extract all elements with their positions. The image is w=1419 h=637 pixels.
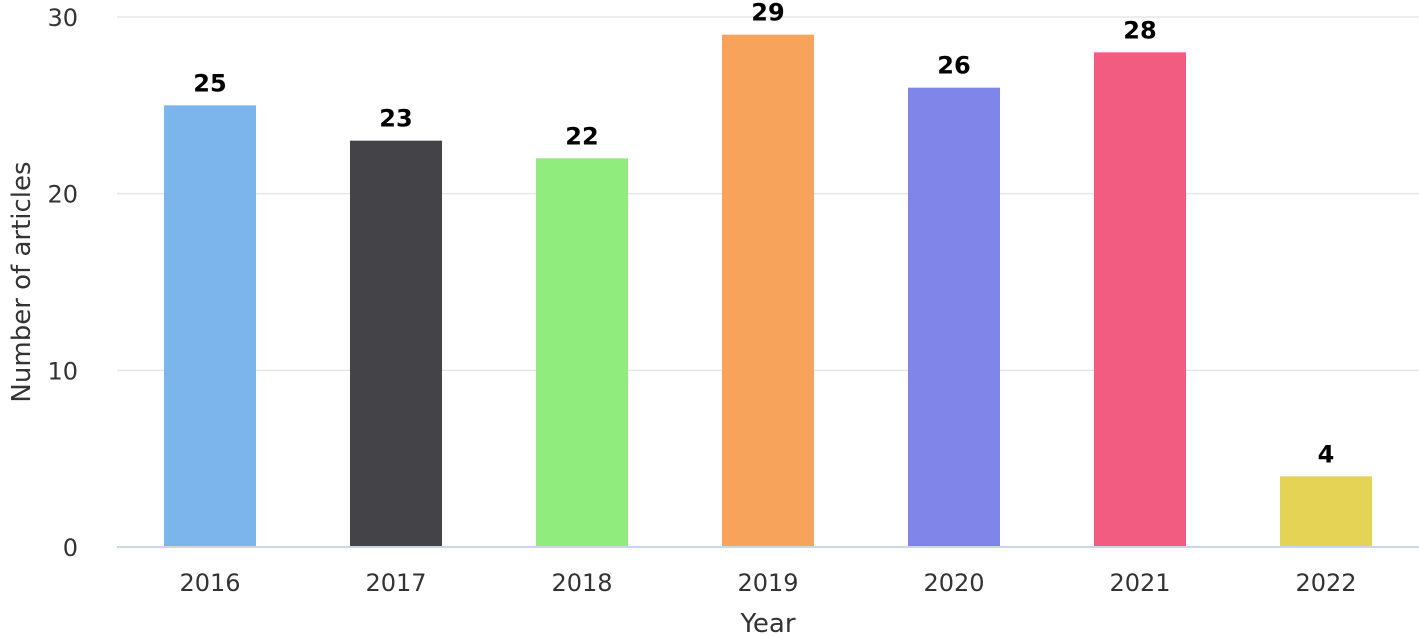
x-axis-ticks: 2016 2017 2018 2019 2020 2021 2022 xyxy=(179,569,1356,597)
bar-2021 xyxy=(1094,52,1186,547)
bars xyxy=(164,34,1372,548)
data-labels: 25 23 22 29 26 28 4 xyxy=(193,0,1334,468)
bar-2018 xyxy=(536,158,628,548)
y-tick-label: 20 xyxy=(47,181,78,209)
data-label-2021: 28 xyxy=(1123,16,1156,44)
y-axis-ticks: 0 10 20 30 xyxy=(47,4,78,562)
y-tick-label: 10 xyxy=(47,357,78,385)
x-axis-title: Year xyxy=(739,609,795,637)
y-tick-label: 30 xyxy=(47,4,78,32)
y-axis-title: Number of articles xyxy=(7,161,37,402)
data-label-2020: 26 xyxy=(937,52,970,80)
data-label-2019: 29 xyxy=(751,0,784,27)
data-label-2016: 25 xyxy=(193,69,226,97)
x-tick-label-2019: 2019 xyxy=(737,569,798,597)
bar-2020 xyxy=(908,87,1000,548)
x-tick-label-2018: 2018 xyxy=(551,569,612,597)
bar-2017 xyxy=(350,140,442,547)
bar-2022 xyxy=(1280,476,1372,547)
x-tick-label-2021: 2021 xyxy=(1109,569,1170,597)
x-tick-label-2016: 2016 xyxy=(179,569,240,597)
y-tick-label: 0 xyxy=(63,534,78,562)
data-label-2022: 4 xyxy=(1318,440,1335,468)
data-label-2018: 22 xyxy=(565,122,598,150)
data-label-2017: 23 xyxy=(379,105,412,133)
x-tick-label-2020: 2020 xyxy=(923,569,984,597)
x-tick-label-2022: 2022 xyxy=(1295,569,1356,597)
x-tick-label-2017: 2017 xyxy=(365,569,426,597)
bar-2016 xyxy=(164,105,256,547)
bar-2019 xyxy=(722,34,814,547)
